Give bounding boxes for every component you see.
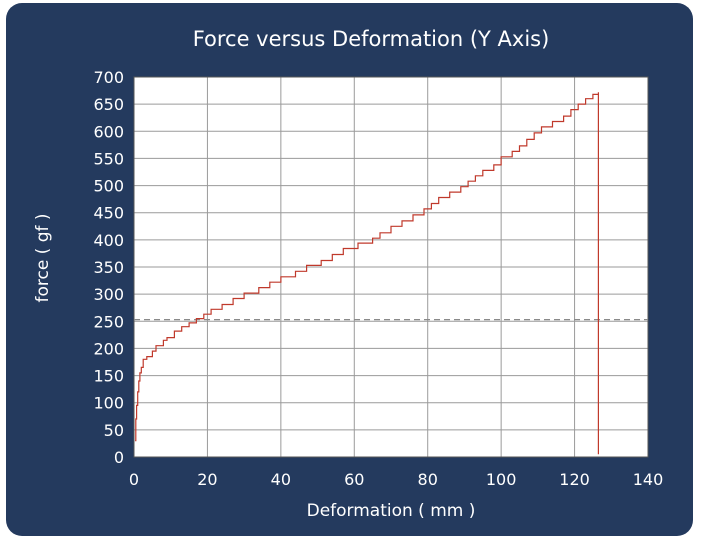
x-tick-label: 80: [418, 470, 438, 489]
y-tick-label: 100: [93, 394, 124, 413]
chart-title: Force versus Deformation (Y Axis): [193, 27, 550, 51]
x-tick-label: 140: [633, 470, 664, 489]
y-tick-label: 400: [93, 231, 124, 250]
y-tick-label: 200: [93, 339, 124, 358]
y-tick-label: 500: [93, 177, 124, 196]
x-tick-label: 20: [197, 470, 217, 489]
x-tick-label: 100: [486, 470, 517, 489]
series-group: [135, 92, 599, 455]
x-axis-label: Deformation ( mm ): [307, 501, 476, 521]
y-tick-label: 600: [93, 122, 124, 141]
y-axis-label: force ( gf ): [33, 213, 53, 302]
x-tick-label: 40: [271, 470, 291, 489]
x-tick-label: 60: [344, 470, 364, 489]
y-tick-labels: 0 50 100 150 200 250 300 350 400 450 500 550 600 650 7…: [93, 68, 124, 467]
y-tick-label: 250: [93, 312, 124, 331]
plot-border: [133, 76, 649, 458]
y-tick-label: 300: [93, 285, 124, 304]
y-tick-label: 450: [93, 204, 124, 223]
x-tick-label: 120: [559, 470, 590, 489]
x-tick-labels: 0 20 40 60 80 100 120 140: [129, 470, 663, 489]
x-tick-label: 0: [129, 470, 139, 489]
y-tick-label: 700: [93, 68, 124, 87]
y-tick-label: 650: [93, 95, 124, 114]
y-tick-label: 150: [93, 367, 124, 386]
force-series-line: [135, 92, 599, 455]
y-tick-label: 50: [104, 421, 124, 440]
y-tick-label: 350: [93, 258, 124, 277]
y-tick-label: 0: [114, 448, 124, 467]
grid: [133, 76, 649, 458]
y-tick-label: 550: [93, 149, 124, 168]
